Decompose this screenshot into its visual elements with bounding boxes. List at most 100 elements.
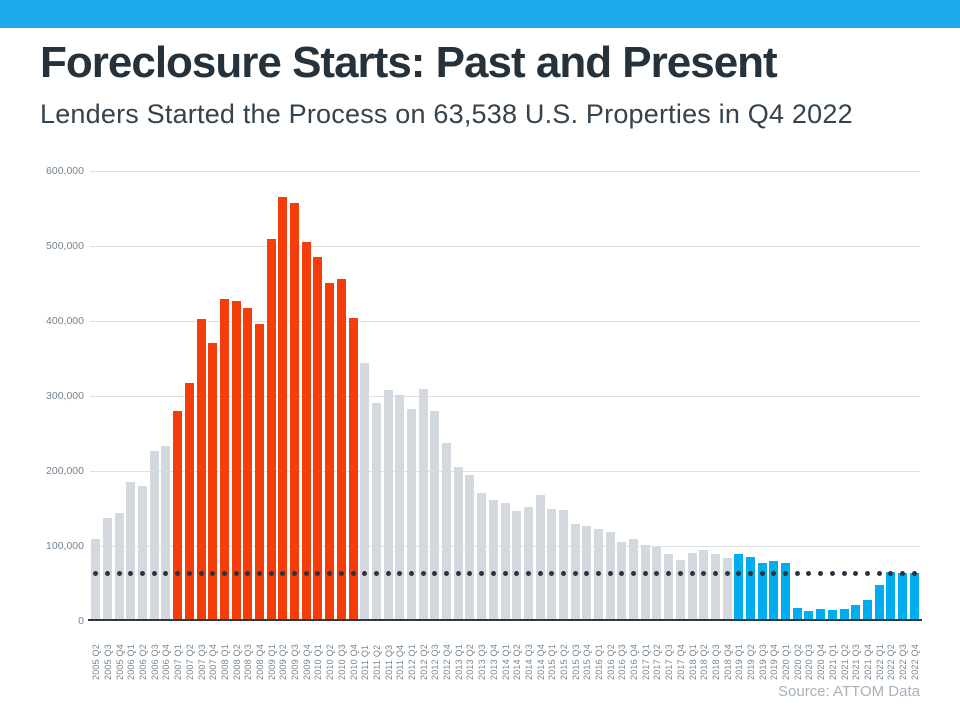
bar-2019-Q3: [757, 562, 767, 619]
bar-2022-Q4: [909, 573, 919, 619]
x-tick-label: 2019 Q4: [769, 644, 780, 680]
x-tick-label: 2012 Q3: [430, 644, 441, 680]
bar-2008-Q3: [243, 307, 253, 619]
x-tick-label: 2021 Q2: [839, 644, 850, 680]
y-tick-label: 400,000: [46, 315, 84, 327]
reference-line-dot: [911, 570, 917, 576]
bar-2014-Q4: [535, 495, 545, 619]
reference-line-dot: [631, 570, 637, 576]
reference-line-dot: [221, 570, 227, 576]
x-tick-label: 2019 Q3: [757, 644, 768, 680]
bar-2005-Q2: [91, 538, 101, 619]
reference-line-dot: [783, 570, 789, 576]
reference-line-dot: [490, 570, 496, 576]
reference-line-dot: [128, 570, 134, 576]
bar-2006-Q4: [161, 446, 171, 619]
bar-2017-Q3: [664, 553, 674, 619]
reference-line-dot: [736, 570, 742, 576]
bar-2007-Q4: [208, 342, 218, 619]
reference-line-dot: [502, 570, 508, 576]
reference-line-dot: [350, 570, 356, 576]
reference-line-dot: [186, 570, 192, 576]
x-tick-label: 2012 Q4: [442, 644, 453, 680]
reference-line-dot: [818, 570, 824, 576]
gridline-600000: [90, 170, 920, 172]
x-tick-label: 2014 Q3: [523, 644, 534, 680]
bar-2019-Q2: [745, 557, 755, 619]
x-tick-label: 2011 Q1: [360, 644, 371, 680]
bar-2019-Q1: [734, 554, 744, 619]
x-tick-label: 2018 Q4: [722, 644, 733, 680]
bar-2009-Q1: [266, 239, 276, 619]
reference-line-dot: [105, 570, 111, 576]
y-tick-label: 300,000: [46, 390, 84, 402]
x-tick-label: 2012 Q2: [418, 644, 429, 680]
y-axis-labels: 0 100,000 200,000 300,000 400,000 500,000 600,…: [0, 165, 84, 631]
bar-2013-Q4: [488, 500, 498, 619]
reference-line-dot: [642, 570, 648, 576]
reference-line-dot: [338, 570, 344, 576]
bar-2012-Q4: [442, 443, 452, 619]
bar-2020-Q3: [804, 610, 814, 619]
gridline-500000: [90, 245, 920, 247]
y-tick-label: 200,000: [46, 465, 84, 477]
bar-2021-Q3: [851, 605, 861, 619]
x-tick-label: 2019 Q2: [745, 644, 756, 680]
bar-2007-Q1: [173, 411, 183, 619]
reference-line-dot: [362, 570, 368, 576]
y-tick-label: 500,000: [46, 240, 84, 252]
bar-2009-Q4: [301, 242, 311, 619]
x-tick-label: 2017 Q3: [664, 644, 675, 680]
bar-2021-Q1: [827, 609, 837, 619]
bar-2022-Q1: [874, 585, 884, 619]
x-tick-label: 2015 Q1: [547, 644, 558, 680]
reference-line-dot: [853, 570, 859, 576]
bar-2013-Q1: [453, 466, 463, 619]
gridline-400000: [90, 320, 920, 322]
reference-line-dot: [829, 570, 835, 576]
gridline-200000: [90, 470, 920, 472]
x-tick-label: 2018 Q1: [687, 644, 698, 680]
y-tick-label: 100,000: [46, 540, 84, 552]
x-tick-label: 2011 Q3: [383, 644, 394, 680]
reference-line-dot: [759, 570, 765, 576]
x-tick-label: 2022 Q1: [874, 644, 885, 680]
x-tick-label: 2007 Q3: [196, 644, 207, 680]
reference-line-dot: [607, 570, 613, 576]
x-tick-label: 2021 Q3: [851, 644, 862, 680]
bar-2012-Q3: [430, 411, 440, 619]
x-tick-label: 2008 Q2: [231, 644, 242, 680]
reference-line-dot: [455, 570, 461, 576]
bar-2016-Q4: [629, 539, 639, 619]
x-tick-label: 2005 Q4: [114, 644, 125, 680]
x-tick-label: 2020 Q3: [804, 644, 815, 680]
reference-line-dot: [525, 570, 531, 576]
reference-line-dot: [233, 570, 239, 576]
y-tick-label: 600,000: [46, 165, 84, 177]
bar-2020-Q1: [781, 562, 791, 619]
x-tick-label: 2008 Q4: [255, 644, 265, 680]
bar-2021-Q2: [839, 609, 849, 619]
reference-line-dot: [479, 570, 485, 576]
x-tick-label: 2016 Q4: [629, 644, 640, 680]
bar-2017-Q1: [640, 545, 650, 619]
bar-2020-Q4: [816, 609, 826, 619]
reference-line-dot: [537, 570, 543, 576]
reference-line-dot: [327, 570, 333, 576]
reference-line-dot: [619, 570, 625, 576]
reference-line-dot: [572, 570, 578, 576]
x-tick-label: 2014 Q4: [535, 644, 546, 680]
reference-line-dot: [876, 570, 882, 576]
x-tick-label: 2007 Q2: [184, 644, 195, 680]
reference-line-dot: [373, 570, 379, 576]
bar-2014-Q1: [500, 502, 510, 619]
bar-2011-Q2: [371, 402, 381, 619]
x-tick-label: 2010 Q4: [348, 644, 359, 680]
reference-line-dot: [514, 570, 520, 576]
bar-2008-Q2: [231, 300, 241, 619]
bar-2009-Q2: [278, 196, 288, 619]
reference-line-dot: [151, 570, 157, 576]
page-subtitle: Lenders Started the Process on 63,538 U.…: [40, 99, 853, 129]
bar-2007-Q3: [196, 318, 206, 619]
